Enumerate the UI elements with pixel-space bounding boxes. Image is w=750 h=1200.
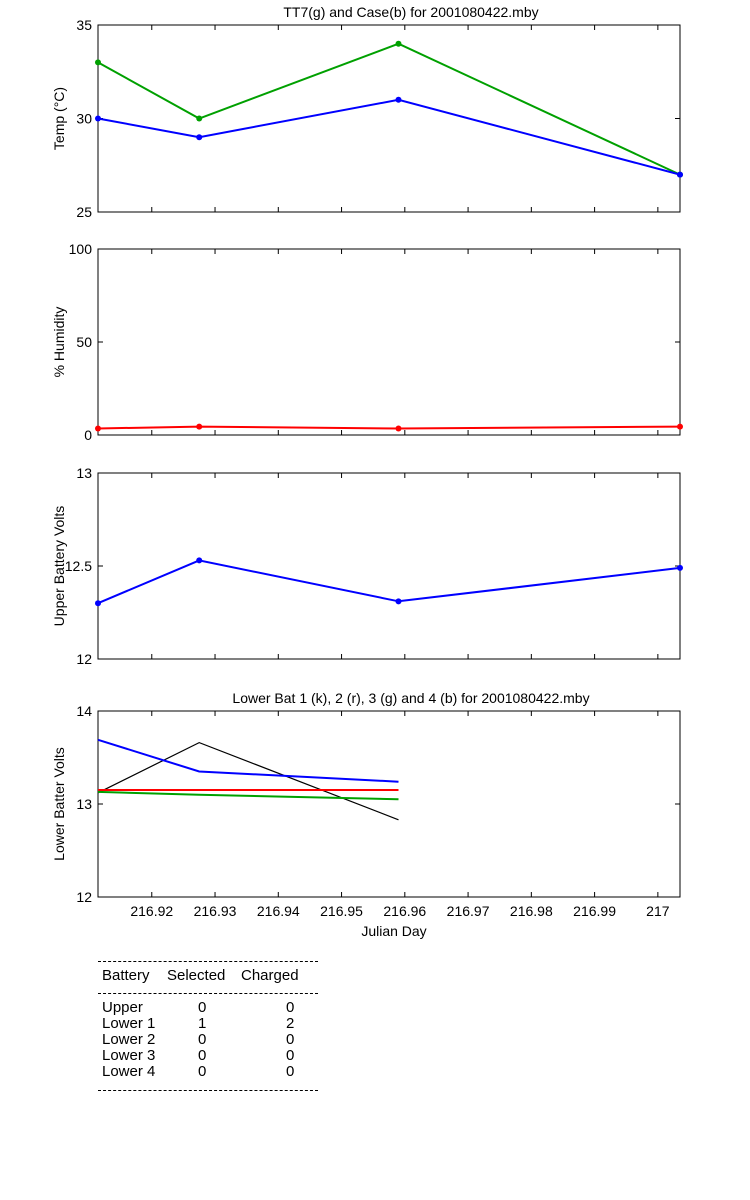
chart-panel-2: 0 50 100 % Humidity — [51, 241, 683, 443]
x-tick-label: 216.93 — [194, 903, 237, 919]
battery-name: Lower 1 — [102, 1015, 156, 1032]
x-tick-label: 217 — [646, 903, 670, 919]
battery-status-table: Battery Selected Charged Upper 0 0 Lower… — [98, 961, 318, 1091]
series-line-4 — [97, 738, 399, 783]
y-tick-label: 0 — [84, 427, 92, 443]
series-line-1 — [97, 741, 399, 821]
table-row: Lower 4 0 0 — [98, 1064, 318, 1080]
table-row: Lower 2 0 0 — [98, 1032, 318, 1048]
data-point — [196, 423, 203, 430]
series-line-3 — [97, 790, 399, 801]
data-point — [395, 598, 402, 605]
table-row: Lower 3 0 0 — [98, 1048, 318, 1064]
battery-selected: 1 — [198, 1015, 207, 1032]
data-point — [395, 40, 402, 47]
battery-selected: 0 — [198, 999, 207, 1016]
series-line-1 — [97, 425, 681, 430]
data-point — [677, 564, 683, 571]
data-point — [95, 600, 101, 607]
battery-charged: 2 — [286, 1015, 295, 1032]
table-row: Upper 0 0 — [98, 1000, 318, 1016]
battery-charged: 0 — [286, 1047, 295, 1064]
battery-selected: 0 — [198, 1031, 207, 1048]
table-header-row: Battery Selected Charged — [98, 962, 318, 993]
battery-name: Lower 2 — [102, 1031, 156, 1048]
y-tick-label: 30 — [76, 111, 92, 127]
data-point — [95, 115, 101, 122]
data-point — [395, 425, 402, 432]
x-tick-label: 216.97 — [447, 903, 490, 919]
table-row: Lower 1 1 2 — [98, 1016, 318, 1032]
chart-title: Lower Bat 1 (k), 2 (r), 3 (g) and 4 (b) … — [232, 690, 589, 706]
table-header-rule — [98, 993, 318, 994]
series-line-2 — [97, 98, 681, 176]
y-axis-label: Lower Batter Volts — [51, 747, 67, 861]
plot-frame — [97, 248, 681, 436]
header-battery: Battery — [102, 967, 150, 984]
battery-charged: 0 — [286, 999, 295, 1016]
y-tick-label: 50 — [76, 334, 92, 350]
y-axis-label: Upper Battery Volts — [51, 506, 67, 627]
series-line-1 — [97, 559, 681, 605]
plot-frame — [97, 710, 681, 898]
series-line-1 — [97, 42, 681, 176]
y-axis-label: % Humidity — [51, 307, 67, 378]
charts-area: 25 30 35 TT7(g) and Case(b) for 2001080422.… — [51, 4, 683, 939]
battery-name: Upper — [102, 999, 143, 1016]
y-tick-label: 12 — [76, 651, 92, 667]
data-point — [196, 115, 203, 122]
chart-panel-3: 12 12.5 13 Upper Battery Volts — [51, 465, 683, 667]
chart-panel-4: 12 13 14 216.92 216.93 216.94 216.95 216.96 216.… — [51, 690, 681, 939]
x-axis-label: Julian Day — [361, 923, 426, 939]
table-top-rule — [98, 961, 318, 962]
y-tick-label: 100 — [69, 241, 93, 257]
header-selected: Selected — [167, 967, 226, 984]
y-tick-label: 14 — [76, 703, 92, 719]
battery-charged: 0 — [286, 1063, 295, 1080]
x-tick-label: 216.96 — [383, 903, 426, 919]
data-point — [395, 96, 402, 103]
battery-name: Lower 3 — [102, 1047, 156, 1064]
battery-charged: 0 — [286, 1031, 295, 1048]
x-tick-label: 216.99 — [573, 903, 616, 919]
data-point — [95, 59, 101, 66]
data-point — [95, 425, 101, 432]
y-tick-label: 25 — [76, 204, 92, 220]
x-tick-label: 216.92 — [130, 903, 173, 919]
plot-frame — [97, 24, 681, 213]
x-tick-label: 216.98 — [510, 903, 553, 919]
battery-selected: 0 — [198, 1063, 207, 1080]
header-charged: Charged — [241, 967, 299, 984]
data-point — [196, 134, 203, 141]
y-tick-label: 12.5 — [65, 558, 92, 574]
table-bottom-rule — [98, 1090, 318, 1091]
data-point — [677, 171, 683, 178]
y-tick-label: 13 — [76, 796, 92, 812]
y-tick-label: 12 — [76, 889, 92, 905]
table-body: Upper 0 0 Lower 1 1 2 Lower 2 0 0 Lower … — [98, 994, 318, 1090]
x-tick-label: 216.94 — [257, 903, 300, 919]
chart-title: TT7(g) and Case(b) for 2001080422.mby — [283, 4, 538, 20]
x-tick-label: 216.95 — [320, 903, 363, 919]
data-point — [196, 557, 203, 564]
battery-name: Lower 4 — [102, 1063, 156, 1080]
y-tick-label: 13 — [76, 465, 92, 481]
data-point — [677, 423, 683, 430]
y-tick-label: 35 — [76, 17, 92, 33]
battery-selected: 0 — [198, 1047, 207, 1064]
y-axis-label: Temp (°C) — [51, 87, 67, 150]
chart-panel-1: 25 30 35 TT7(g) and Case(b) for 2001080422.… — [51, 4, 683, 220]
